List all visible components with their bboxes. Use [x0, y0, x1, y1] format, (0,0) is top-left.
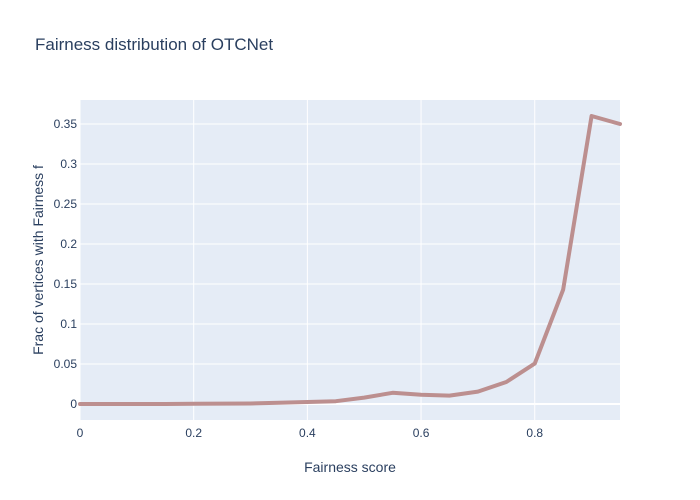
data-point [106, 402, 110, 406]
x-tick-label: 0.2 [185, 426, 202, 440]
data-point [590, 114, 594, 118]
data-point [391, 391, 395, 395]
data-point [163, 402, 167, 406]
data-point [476, 390, 480, 394]
data-point [533, 362, 537, 366]
data-point [334, 399, 338, 403]
y-tick-label: 0.35 [54, 117, 78, 131]
chart-title: Fairness distribution of OTCNet [35, 35, 273, 54]
y-tick-label: 0 [70, 397, 77, 411]
series-layer [78, 114, 622, 406]
data-point [277, 401, 281, 405]
y-tick-label: 0.1 [60, 317, 77, 331]
x-axis-label: Fairness score [304, 459, 396, 475]
data-point [362, 396, 366, 400]
data-point [220, 402, 224, 406]
data-point [192, 402, 196, 406]
y-tick-label: 0.25 [54, 197, 78, 211]
y-tick-label: 0.3 [60, 157, 77, 171]
x-tick-label: 0.8 [526, 426, 543, 440]
data-point [419, 393, 423, 397]
x-tick-label: 0 [77, 426, 84, 440]
x-tick-label: 0.6 [413, 426, 430, 440]
data-point [249, 401, 253, 405]
y-tick-label: 0.05 [54, 357, 78, 371]
data-point [135, 402, 139, 406]
x-tick-label: 0.4 [299, 426, 316, 440]
data-point [447, 394, 451, 398]
plot-area [80, 100, 620, 420]
y-axis-label: Frac of vertices with Fairness f [30, 165, 46, 355]
tick-labels: 0 0.2 0.4 0.6 0.8 0 0.05 0.1 0.15 0.2 0.25 0.3 0.35 [54, 117, 544, 440]
data-point [561, 288, 565, 292]
y-tick-label: 0.15 [54, 277, 78, 291]
data-point [504, 380, 508, 384]
data-point [618, 122, 622, 126]
series-line [78, 114, 622, 406]
data-point [78, 402, 82, 406]
data-point [305, 400, 309, 404]
y-tick-label: 0.2 [60, 237, 77, 251]
